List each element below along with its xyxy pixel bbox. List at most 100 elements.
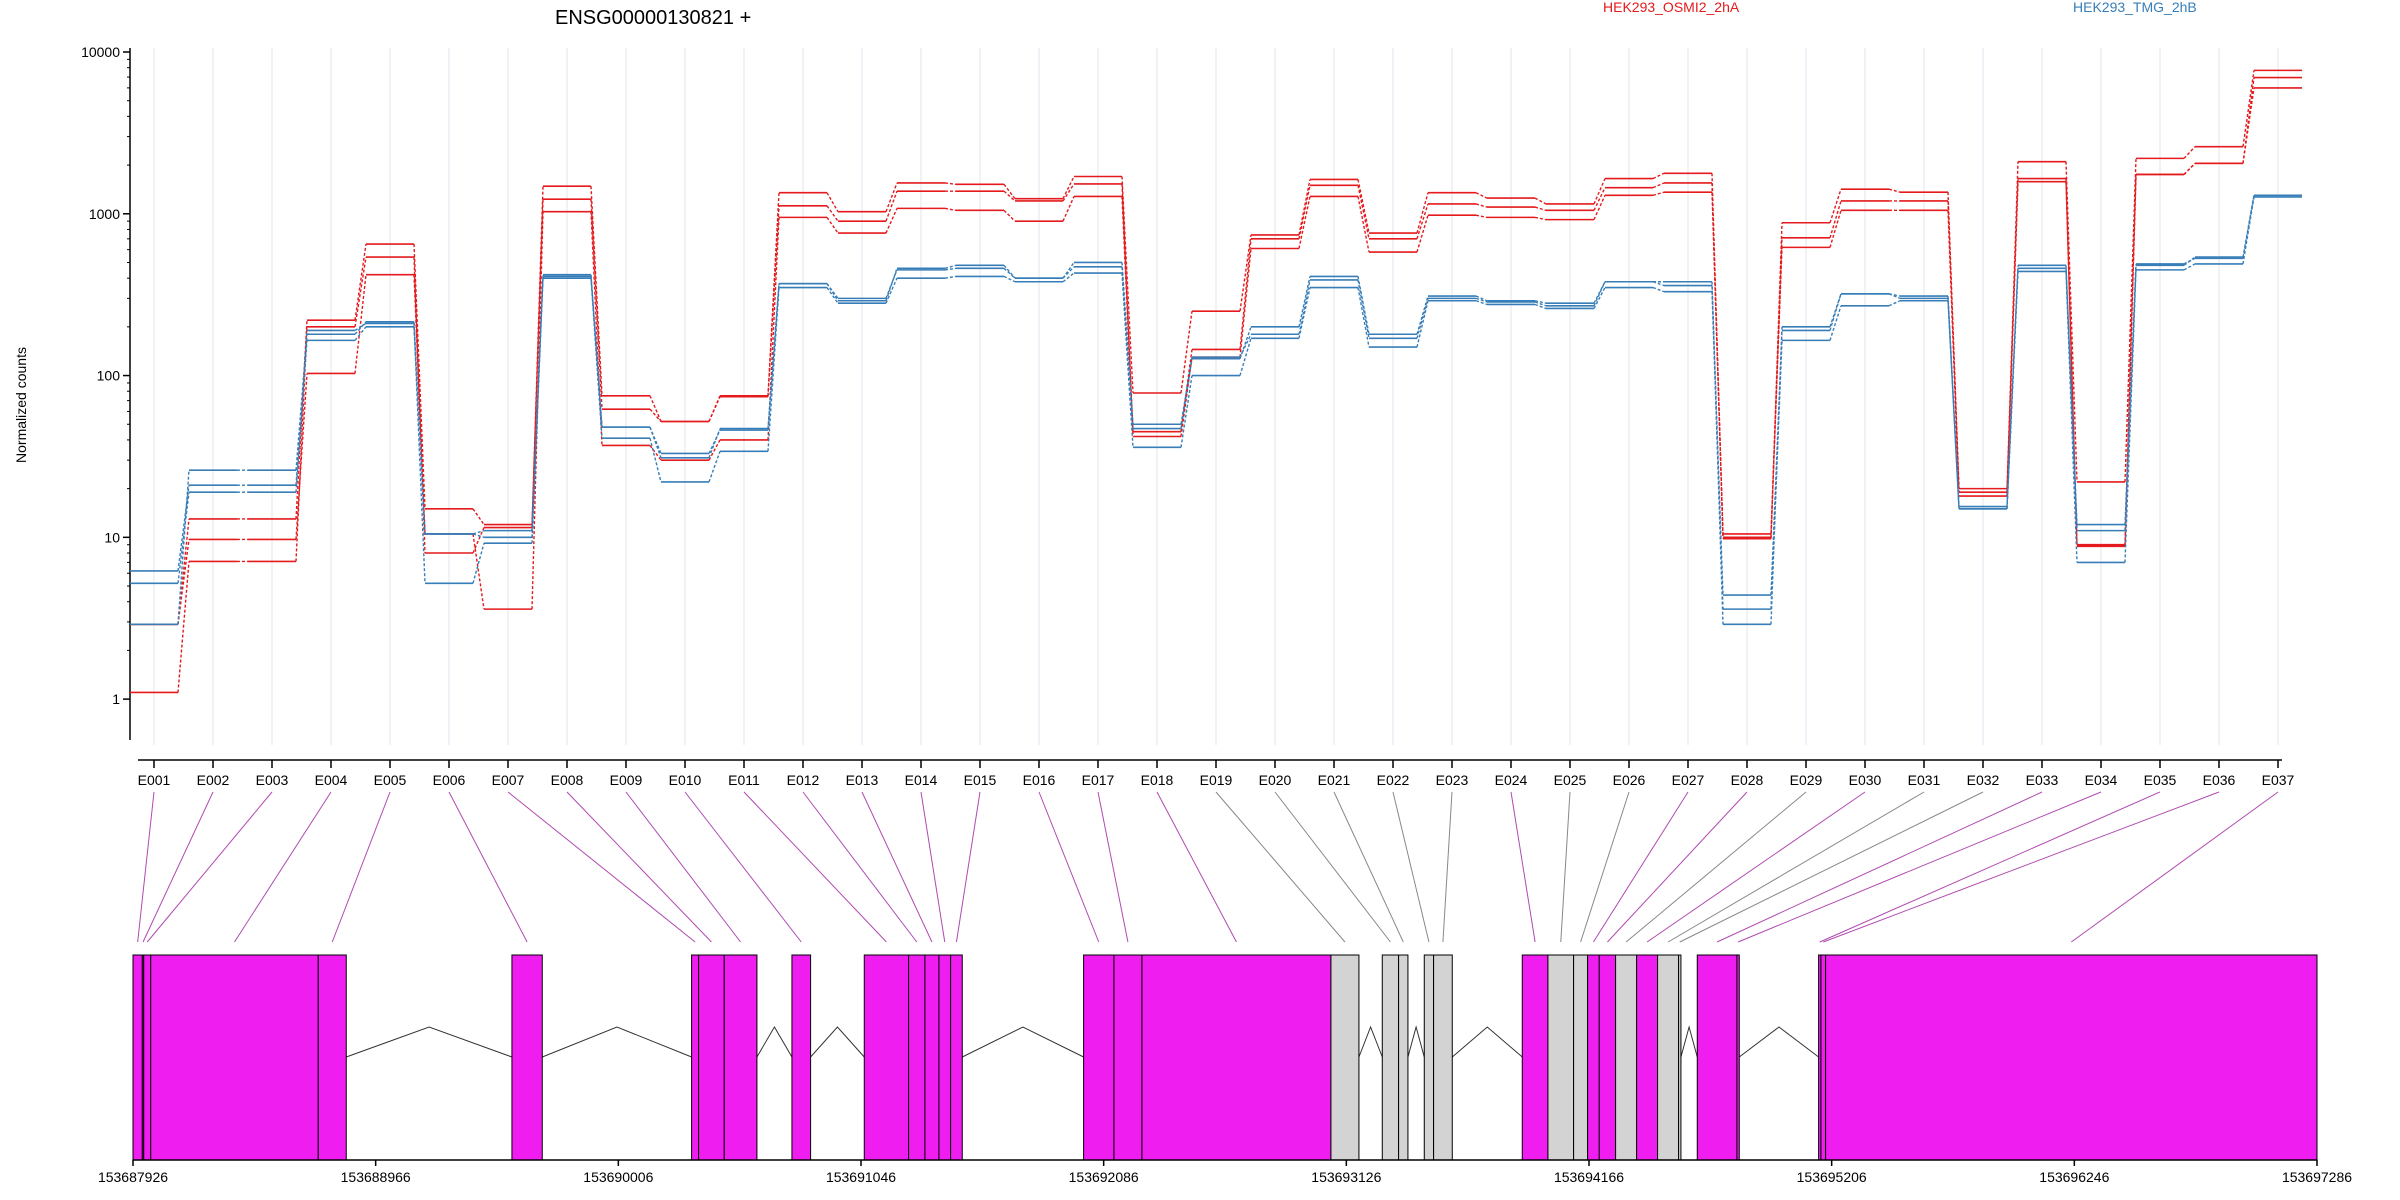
exon-box-E022 [1423, 954, 1435, 1161]
intron [756, 1026, 793, 1058]
series-riser [354, 321, 367, 335]
x-tick-label: E010 [669, 772, 702, 788]
y-axis: 1 10 100 1000 10000 [81, 44, 131, 740]
series-riser [1239, 326, 1252, 359]
exon-box-E005 [317, 954, 347, 1161]
exon-box-E011 [863, 954, 910, 1161]
exon-box-E032 [1678, 954, 1682, 1161]
series-riser [354, 256, 367, 327]
exon-connector [146, 791, 273, 943]
series-riser [1357, 287, 1370, 348]
series-riser [1593, 287, 1606, 309]
exon-connector [1333, 791, 1404, 943]
series-riser [1357, 179, 1370, 234]
series-riser [1475, 300, 1488, 306]
exon-box-E030 [1636, 954, 1659, 1161]
series-riser [590, 211, 603, 446]
series-riser [944, 207, 957, 212]
series-riser [826, 216, 839, 234]
x-tick-label: E030 [1849, 772, 1882, 788]
x-tick-label: E008 [551, 772, 584, 788]
vertical-gridlines [153, 48, 2279, 745]
y-tick-label: 10000 [81, 44, 120, 60]
series-riser [1829, 293, 1842, 331]
exon-box-E024 [1521, 954, 1549, 1161]
series-riser [1062, 262, 1075, 279]
legend-label-tmg: HEK293_TMG_2hB [2073, 0, 2197, 15]
series-riser [2006, 268, 2019, 509]
series-riser [1888, 188, 1901, 193]
series-riser [1888, 300, 1901, 307]
series-riser [649, 444, 662, 461]
series-riser [295, 373, 308, 540]
series-riser [1534, 300, 1547, 304]
exon-connector [1510, 791, 1536, 943]
series-riser [472, 533, 485, 539]
exon-box-E020 [1381, 954, 1400, 1161]
exon-box-E019 [1330, 954, 1360, 1161]
x-tick-label: E007 [492, 772, 525, 788]
intron [1680, 1025, 1698, 1058]
series-riser [413, 274, 426, 534]
series-riser [708, 429, 721, 454]
y-tick-label: 1 [112, 691, 120, 707]
series-riser [354, 326, 367, 341]
exon-box-E010 [791, 954, 812, 1161]
series-riser [885, 190, 898, 222]
x-tick-label: E011 [728, 772, 760, 788]
exon-box-E031 [1657, 954, 1680, 1161]
x-tick-label: E019 [1200, 772, 1233, 788]
series-riser [885, 182, 898, 212]
series-riser [2242, 77, 2255, 164]
series-riser [1121, 176, 1134, 394]
x-tick-label: E031 [1908, 772, 1941, 788]
exon-connector [1625, 791, 1807, 943]
series-riser [1003, 209, 1016, 222]
exon-connector [1038, 791, 1100, 943]
series-riser [590, 276, 603, 428]
series-riser [826, 283, 839, 299]
series-riser [1534, 303, 1547, 310]
exon-box-E037 [1825, 954, 2318, 1161]
x-tick-label: E035 [2144, 772, 2177, 788]
series-HEK293_TMG_2hB [130, 194, 2302, 626]
series-riser [1180, 311, 1193, 394]
exon-connector [1819, 791, 2161, 943]
exon-box-E013 [924, 954, 940, 1161]
intron [1738, 1026, 1819, 1058]
intron [1407, 1025, 1425, 1058]
x-tick-label: E022 [1377, 772, 1410, 788]
series-riser [177, 539, 190, 625]
series-riser [2242, 70, 2255, 147]
exon-box-E015 [950, 954, 963, 1161]
series-riser [767, 192, 780, 396]
y-tick-label: 1000 [89, 206, 120, 222]
series-riser [1947, 298, 1960, 509]
x-tick-label: E009 [610, 772, 643, 788]
series-riser [1829, 188, 1842, 223]
series-riser [708, 451, 721, 483]
series-riser [531, 211, 544, 610]
exon-box-E006 [511, 954, 543, 1161]
series-riser [472, 533, 485, 610]
series-riser [1652, 172, 1665, 180]
series-riser [2006, 178, 2019, 493]
x-tick-label: E021 [1318, 772, 1351, 788]
x-tick-label: E036 [2203, 772, 2236, 788]
exon-box-E012 [908, 954, 926, 1161]
series-riser [1121, 273, 1134, 448]
x-tick-label: E004 [315, 772, 348, 788]
x-tick-label: E034 [2085, 772, 2118, 788]
series-riser [1298, 287, 1311, 339]
series-riser [1121, 183, 1134, 432]
series-riser [1475, 203, 1488, 208]
series-riser [2183, 162, 2196, 175]
coord-tick-label: 153687926 [98, 1169, 168, 1185]
exon-connector-lines [137, 791, 2279, 943]
intron-lines [346, 1025, 1819, 1058]
series-riser [1003, 183, 1016, 200]
x-tick-label: E017 [1082, 772, 1115, 788]
x-tick-label: E013 [846, 772, 879, 788]
exon-connector [802, 791, 918, 943]
series-riser [826, 283, 839, 302]
